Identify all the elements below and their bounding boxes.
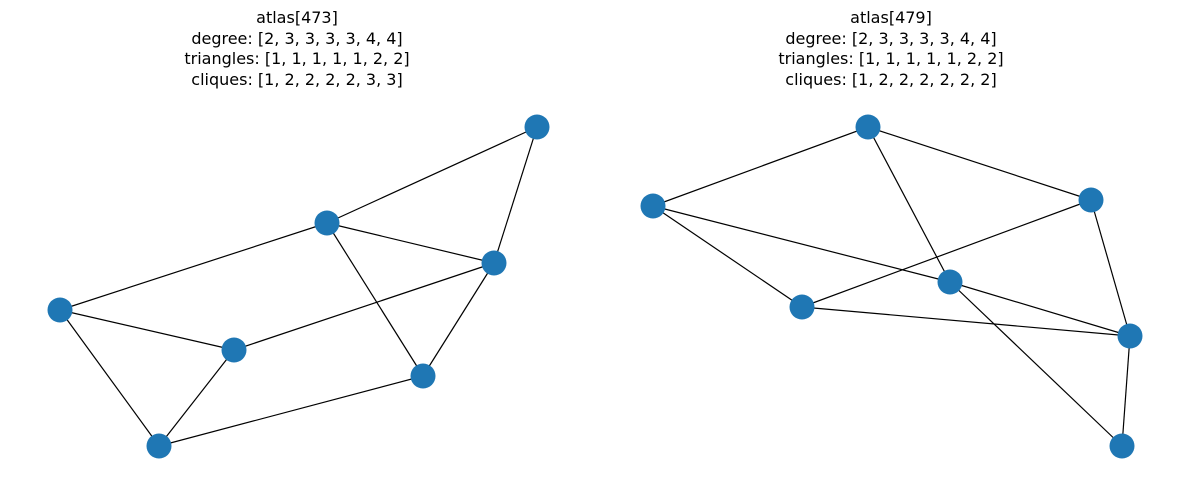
graph-edge: [422, 262, 495, 377]
graph-node: [789, 294, 815, 320]
graph-edge: [949, 281, 1123, 447]
graph-node: [221, 337, 247, 363]
graph-node: [314, 210, 340, 236]
graph-edge: [59, 222, 328, 311]
graph-node: [524, 114, 550, 140]
panel-title-block: atlas[473] degree: [2, 3, 3, 3, 3, 4, 4]…: [0, 8, 594, 90]
graph-edge: [493, 126, 538, 264]
graph-edge: [233, 262, 495, 351]
panel-title: atlas[479]: [850, 8, 932, 27]
graph-panel-atlas-479: atlas[479] degree: [2, 3, 3, 3, 3, 4, 4]…: [594, 0, 1188, 489]
graph-edge: [652, 205, 951, 283]
graph-node: [410, 363, 436, 389]
graph-edge: [1090, 199, 1131, 337]
degree-label: degree: [2, 3, 3, 3, 3, 4, 4]: [191, 28, 403, 48]
graph-drawing: [47, 114, 550, 459]
graph-edge: [801, 306, 1131, 337]
graph-edge: [59, 309, 160, 447]
graph-edge: [652, 126, 869, 207]
graph-edge: [652, 205, 803, 308]
graph-edge: [949, 281, 1131, 337]
cliques-label: cliques: [1, 2, 2, 2, 2, 3, 3]: [191, 69, 403, 89]
triangles-label: triangles: [1, 1, 1, 1, 1, 2, 2]: [184, 49, 410, 68]
graph-edge: [801, 199, 1092, 308]
graph-edge: [1121, 335, 1131, 447]
cliques-label: cliques: [1, 2, 2, 2, 2, 2, 2]: [785, 69, 997, 89]
graph-node: [1078, 187, 1104, 213]
graph-edge: [326, 126, 538, 224]
graph-edge: [326, 222, 495, 264]
graph-edge: [867, 126, 951, 283]
graph-node: [481, 250, 507, 276]
graph-edge: [59, 309, 235, 351]
graph-node: [1109, 433, 1135, 459]
graph-node: [640, 193, 666, 219]
graph-drawing: [640, 114, 1143, 459]
graph-edge: [158, 349, 235, 447]
graph-edge: [158, 375, 424, 447]
graph-node: [855, 114, 881, 140]
graph-edge: [867, 126, 1092, 201]
panel-title: atlas[473]: [256, 8, 338, 27]
triangles-label: triangles: [1, 1, 1, 1, 1, 2, 2]: [778, 49, 1004, 68]
graph-node: [146, 433, 172, 459]
degree-label: degree: [2, 3, 3, 3, 3, 4, 4]: [785, 28, 997, 48]
graph-edge: [326, 222, 424, 377]
panel-title-block: atlas[479] degree: [2, 3, 3, 3, 3, 4, 4]…: [594, 8, 1188, 90]
graph-node: [1117, 323, 1143, 349]
graph-panel-atlas-473: atlas[473] degree: [2, 3, 3, 3, 3, 4, 4]…: [0, 0, 594, 489]
graph-node: [937, 269, 963, 295]
graph-node: [47, 297, 73, 323]
